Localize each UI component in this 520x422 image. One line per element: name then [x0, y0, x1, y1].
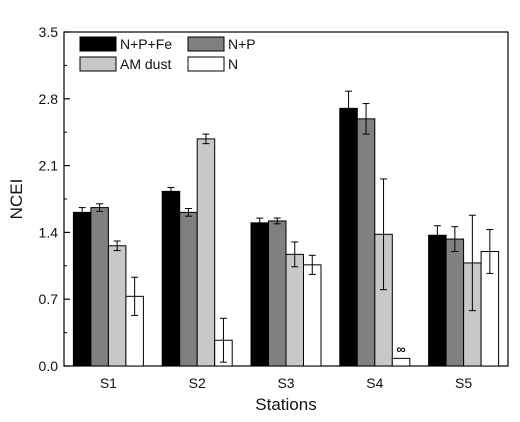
bar-s3-0 — [250, 222, 269, 367]
x-tick-label-s5: S5 — [455, 375, 472, 391]
bars: ∞ — [72, 90, 500, 367]
y-tick-label: 0.7 — [39, 291, 59, 307]
legend: N+P+Fe N+P AM dust N — [79, 36, 256, 72]
y-tick-label: 1.4 — [39, 224, 59, 240]
legend-label-0: N+P+Fe — [120, 36, 172, 52]
y-tick-label: 2.1 — [39, 158, 59, 174]
bar-s1-0 — [72, 211, 92, 367]
legend-swatch-3 — [187, 56, 225, 72]
bar-s3-3 — [303, 264, 322, 367]
bar-s3-2 — [285, 253, 304, 367]
legend-swatch-2 — [79, 56, 117, 72]
y-axis: 0.0 0.7 1.4 2.1 2.8 3.5 — [39, 24, 70, 374]
legend-swatch-0 — [79, 36, 117, 52]
bar-s4-3 — [391, 357, 411, 367]
x-tick-label-s1: S1 — [100, 375, 117, 391]
x-axis-label: Stations — [255, 395, 316, 414]
y-axis-label: NCEI — [7, 179, 26, 220]
bar-s2-2 — [196, 138, 216, 367]
legend-swatch-1 — [187, 36, 225, 52]
legend-label-1: N+P — [228, 36, 256, 52]
bar-s4-0 — [339, 107, 358, 367]
annotation-infinity: ∞ — [396, 341, 405, 356]
bar-s5-0 — [428, 234, 447, 367]
y-tick-label: 3.5 — [39, 24, 59, 40]
x-tick-label-s2: S2 — [189, 375, 206, 391]
x-tick-label-s3: S3 — [277, 375, 294, 391]
y-tick-label: 2.8 — [39, 91, 59, 107]
x-tick-label-s4: S4 — [366, 375, 383, 391]
bar-s2-0 — [161, 190, 181, 367]
bar-s1-1 — [90, 207, 109, 367]
bar-s5-1 — [445, 238, 465, 367]
legend-label-2: AM dust — [120, 56, 171, 72]
legend-label-3: N — [228, 56, 238, 72]
bar-s3-1 — [268, 220, 287, 367]
bar-s2-1 — [179, 211, 198, 367]
bar-s4-1 — [356, 118, 376, 367]
y-tick-label: 0.0 — [39, 358, 59, 374]
bar-s1-2 — [107, 245, 127, 367]
